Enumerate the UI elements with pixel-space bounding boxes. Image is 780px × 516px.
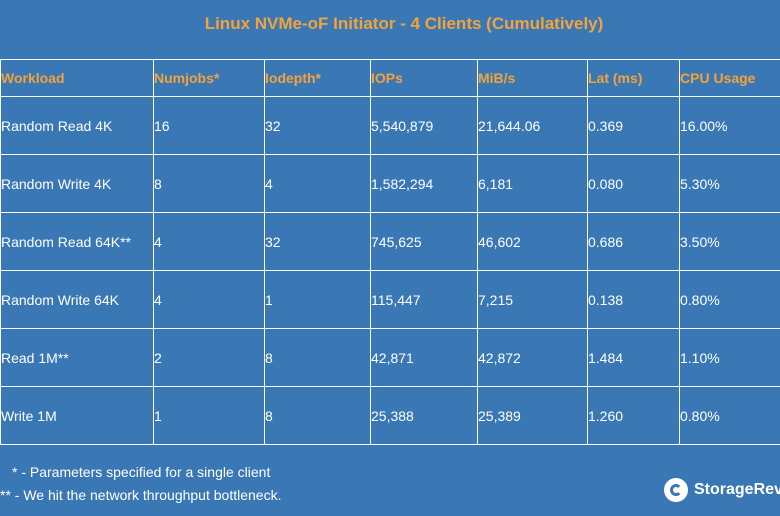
storagereview-logo-icon [664, 478, 688, 502]
cell-mibs: 25,389 [477, 386, 588, 445]
table-row: Random Write 64K 4 1 115,447 7,215 0.138… [0, 270, 780, 329]
cell-numjobs: 4 [153, 212, 265, 271]
cell-mibs: 42,872 [477, 328, 588, 387]
table-row: Random Read 64K** 4 32 745,625 46,602 0.… [0, 212, 780, 271]
table-row: Random Read 4K 16 32 5,540,879 21,644.06… [0, 96, 780, 155]
cell-numjobs: 1 [153, 386, 265, 445]
cell-cpu-usage: 16.00% [679, 96, 780, 155]
cell-workload: Random Read 4K [0, 96, 154, 155]
cell-iodepth: 4 [264, 154, 371, 213]
cell-mibs: 46,602 [477, 212, 588, 271]
table-title: Linux NVMe-oF Initiator - 4 Clients (Cum… [204, 14, 604, 33]
cell-iops: 5,540,879 [370, 96, 478, 155]
cell-cpu-usage: 0.80% [679, 270, 780, 329]
cell-workload: Write 1M [0, 386, 154, 445]
cell-iodepth: 32 [264, 96, 371, 155]
column-header-latency: Lat (ms) [587, 59, 680, 97]
cell-cpu-usage: 3.50% [679, 212, 780, 271]
footnote-network-bottleneck: ** - We hit the network throughput bottl… [0, 487, 282, 503]
cell-numjobs: 2 [153, 328, 265, 387]
results-table: Workload Numjobs* Iodepth* IOPs MiB/s La… [0, 59, 780, 445]
cell-latency: 0.138 [587, 270, 680, 329]
column-header-cpu-usage: CPU Usage [679, 59, 780, 97]
cell-cpu-usage: 5.30% [679, 154, 780, 213]
cell-mibs: 21,644.06 [477, 96, 588, 155]
cell-iodepth: 8 [264, 328, 371, 387]
cell-iops: 115,447 [370, 270, 478, 329]
brand-name: StorageRev [694, 481, 780, 498]
header-row: Workload Numjobs* Iodepth* IOPs MiB/s La… [0, 59, 780, 97]
cell-iops: 1,582,294 [370, 154, 478, 213]
cell-workload: Random Write 4K [0, 154, 154, 213]
cell-numjobs: 4 [153, 270, 265, 329]
cell-iops: 745,625 [370, 212, 478, 271]
cell-numjobs: 16 [153, 96, 265, 155]
cell-iodepth: 1 [264, 270, 371, 329]
cell-latency: 0.369 [587, 96, 680, 155]
footnote-single-client: * - Parameters specified for a single cl… [12, 464, 271, 480]
column-header-iodepth: Iodepth* [264, 59, 371, 97]
cell-cpu-usage: 1.10% [679, 328, 780, 387]
cell-iodepth: 32 [264, 212, 371, 271]
cell-latency: 1.260 [587, 386, 680, 445]
brand-logo: StorageRev [664, 478, 780, 502]
cell-iops: 25,388 [370, 386, 478, 445]
cell-workload: Random Write 64K [0, 270, 154, 329]
cell-mibs: 7,215 [477, 270, 588, 329]
column-header-workload: Workload [0, 59, 154, 97]
cell-latency: 0.080 [587, 154, 680, 213]
column-header-iops: IOPs [370, 59, 478, 97]
cell-iodepth: 8 [264, 386, 371, 445]
table-row: Random Write 4K 8 4 1,582,294 6,181 0.08… [0, 154, 780, 213]
cell-iops: 42,871 [370, 328, 478, 387]
cell-mibs: 6,181 [477, 154, 588, 213]
table-row: Write 1M 1 8 25,388 25,389 1.260 0.80% [0, 386, 780, 445]
cell-latency: 1.484 [587, 328, 680, 387]
column-header-mibs: MiB/s [477, 59, 588, 97]
cell-workload: Read 1M** [0, 328, 154, 387]
table-row: Read 1M** 2 8 42,871 42,872 1.484 1.10% [0, 328, 780, 387]
column-header-numjobs: Numjobs* [153, 59, 265, 97]
cell-workload: Random Read 64K** [0, 212, 154, 271]
cell-latency: 0.686 [587, 212, 680, 271]
cell-numjobs: 8 [153, 154, 265, 213]
cell-cpu-usage: 0.80% [679, 386, 780, 445]
